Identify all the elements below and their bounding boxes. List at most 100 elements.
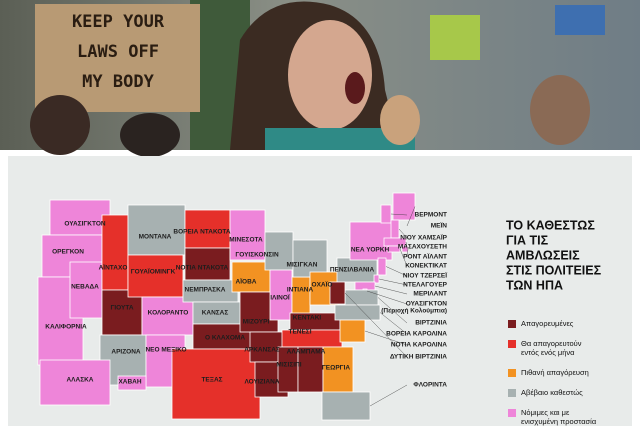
title: ΓΙΑ ΤΙΣ [506,233,549,247]
state [39,359,111,406]
state-label: ΝΙΟΥ ΧΑΜΣΑΪΡ [400,234,447,242]
state [297,346,324,393]
state-label: ΙΛΙΝΟΪ [270,294,290,302]
state-label: ΑΛΑΣΚΑ [66,377,93,384]
state-label: ΜΕΪΝ [431,222,448,230]
state-label: ΠΕΝΣΙΛΒΑΝΙΑ [330,267,375,274]
state-label: Ο ΚΛΑΧΟΜΑ [205,335,245,342]
legend-label: Αβέβαιο καθεστώς [521,388,583,397]
leader-line [344,292,408,358]
state-label: ΜΙΣΙΣΙΠΙ [276,362,301,369]
protester [120,113,180,157]
state [49,199,111,236]
leader-line [378,278,408,286]
protest-sign [35,4,200,112]
leader-line [390,213,408,216]
state [344,289,379,306]
state-label: ΑΪΟΒΑ [236,278,257,286]
state-label: ΝΤΕΛΑΓΟΥΕΡ [403,282,447,289]
state [336,257,378,283]
state [291,276,311,318]
state-label: ΝΕΟ ΜΕΞΙΚΟ [145,347,186,354]
state-label: ΟΡΕΓΚΟΝ [52,249,84,256]
state-label: ΝΕΑ ΥΟΡΚΗ [351,247,390,254]
map: ΟΥΑΣΙΓΚΤΟΝ ΟΡΕΓΚΟΝ ΚΑΛΙΦΟΡΝΙΑ ΝΕΒΑΔΑ ΑΪΝΤΑΧΟ… [37,192,448,421]
legend-swatch [508,320,516,328]
legend-label: Νόμιμες και με [521,408,570,417]
state-label: ΝΟΤΙΑ ΝΤΑΚΟΤΑ [176,265,229,272]
state-label: ΑΡΙΖΟΝΑ [111,349,141,356]
state-label: ΛΟΥΙΖΙΑΝΑ [244,379,279,386]
state-label: ΚΟΝΕΚΤΙΚΑΤ [405,263,447,270]
state-label: ΚΑΝΣΑΣ [202,310,229,317]
state-label: ΝΕΒΑΔΑ [71,284,99,291]
shirt [265,128,415,150]
leader-line [374,285,408,295]
state [37,276,84,366]
title: ΤΟ ΚΑΘΕΣΤΩΣ [506,218,595,232]
state-label: ΜΙΝΕΣΟΤΑ [229,237,263,244]
state-label: ΑΪΝΤΑΧΟ [99,264,128,272]
sign-text: MY BODY [82,72,154,92]
leader-line [385,266,408,277]
leader-line [366,290,408,305]
state-label: ΜΑΣΑΧΟΥΣΕΤΗ [398,244,447,251]
state-label: ΝΕΜΠΡΑΣΚΑ [185,287,226,294]
sign [430,15,480,60]
mouth [345,72,365,104]
leader-line [405,241,408,248]
leader-line [364,330,408,346]
state-label: ΚΕΝΤΑΚΙ [293,315,322,322]
state-label: ΒΟΡΕΙΑ ΝΤΑΚΟΤΑ [173,229,231,236]
legend-label: Απαγορευμένες [521,319,574,328]
state [127,254,184,298]
state-label: ΝΟΤΙΑ ΚΑΡΟΛΙΝΑ [391,342,447,349]
state-label: ΑΛΑΜΠΑΜΑ [287,349,326,356]
leader-line [406,248,409,258]
sign-text: LAWS OFF [77,42,159,62]
state-label: ΓΕΩΡΓΙΑ [322,365,351,372]
leader-line [369,384,408,407]
protester [30,95,90,155]
state [321,391,371,421]
state-label: ΒΙΡΤΖΙΝΙΑ [415,320,447,327]
state-label: ΙΝΤΙΑΝΑ [287,287,314,294]
state-label: ΓΙΟΥΤΑ [110,305,133,312]
state-note: (Περιοχή Κολούμπια) [381,307,447,315]
title: ΤΩΝ ΗΠΑ [506,278,563,292]
state-label: ΤΕΝΕΣΙ [288,329,311,336]
state-label: ΔΥΤΙΚΗ ΒΙΡΤΖΙΝΙΑ [390,354,447,361]
state [339,319,366,343]
state [292,239,328,278]
state-label: ΦΛΟΡΙΝΤΑ [413,382,447,389]
state [392,192,416,221]
legend-swatch [508,389,516,397]
leader-line [398,228,408,239]
state [380,204,392,224]
state-label: ΤΕΞΑΣ [201,377,222,384]
title: ΑΜΒΛΩΣΕΙΣ [506,248,580,262]
sign [555,5,605,35]
sign-text: KEEP YOUR [72,12,165,32]
state [377,257,387,276]
state-label: ΒΕΡΜΟΝΤ [415,212,448,219]
state [117,375,147,391]
state-label: ΑΡΚΑΝΣΑΣ [244,347,280,354]
state [229,209,266,261]
legend-label: Θα απαγορευτούν [521,339,582,348]
legend-swatch [508,409,516,417]
legend-swatch [508,340,516,348]
state-label: ΟΥΑΣΙΓΚΤΟΝ [406,301,448,308]
leader-line [399,248,408,267]
state-label: ΡΟΝΤ ΑΪΛΑΝΤ [403,253,447,261]
legend-label: Πιθανή απαγόρευση [521,368,589,377]
state [127,204,186,256]
state-label: ΟΥΑΣΙΓΚΤΟΝ [64,221,106,228]
state-label: ΚΟΛΟΡΑΝΤΟ [148,310,189,317]
state-label: ΚΑΛΙΦΟΡΝΙΑ [45,324,87,331]
title: ΣΤΙΣ ΠΟΛΙΤΕΙΕΣ [506,263,602,277]
state [264,231,294,271]
legend-label: εντός ενός μήνα [521,348,575,357]
